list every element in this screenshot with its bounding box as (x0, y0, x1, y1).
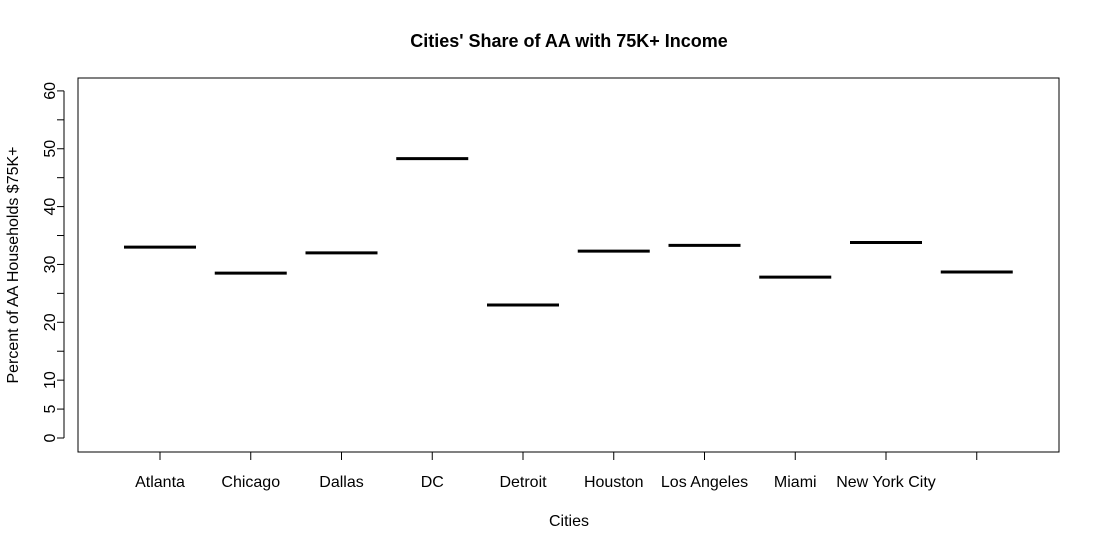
x-tick-label: Dallas (319, 474, 363, 491)
x-axis-title: Cities (549, 513, 589, 530)
y-tick-label: 20 (42, 313, 59, 331)
chart-title: Cities' Share of AA with 75K+ Income (410, 31, 728, 51)
y-tick-label: 50 (42, 140, 59, 158)
median-lines (124, 157, 1013, 307)
x-tick-label: New York City (836, 474, 936, 491)
y-tick-label: 60 (42, 82, 59, 100)
x-tick-label: Atlanta (135, 474, 185, 491)
x-tick-label: Detroit (499, 474, 547, 491)
y-tick-label: 40 (42, 198, 59, 216)
y-tick-label: 0 (42, 433, 59, 442)
y-tick-label: 30 (42, 255, 59, 273)
x-tick-label: Miami (774, 474, 817, 491)
y-axis: 0 5 10 20 30 40 50 60 (42, 82, 65, 442)
x-tick-label: Chicago (221, 474, 280, 491)
x-tick-label: DC (421, 474, 444, 491)
y-axis-title: Percent of AA Households $75K+ (5, 146, 22, 383)
x-tick-label: Houston (584, 474, 644, 491)
y-tick-label: 10 (42, 371, 59, 389)
plot-frame (77, 77, 1060, 453)
x-axis: Atlanta Chicago Dallas DC Detroit Houston Los … (135, 451, 978, 491)
y-tick-label: 5 (42, 405, 59, 414)
x-tick-label: Los Angeles (661, 474, 748, 491)
